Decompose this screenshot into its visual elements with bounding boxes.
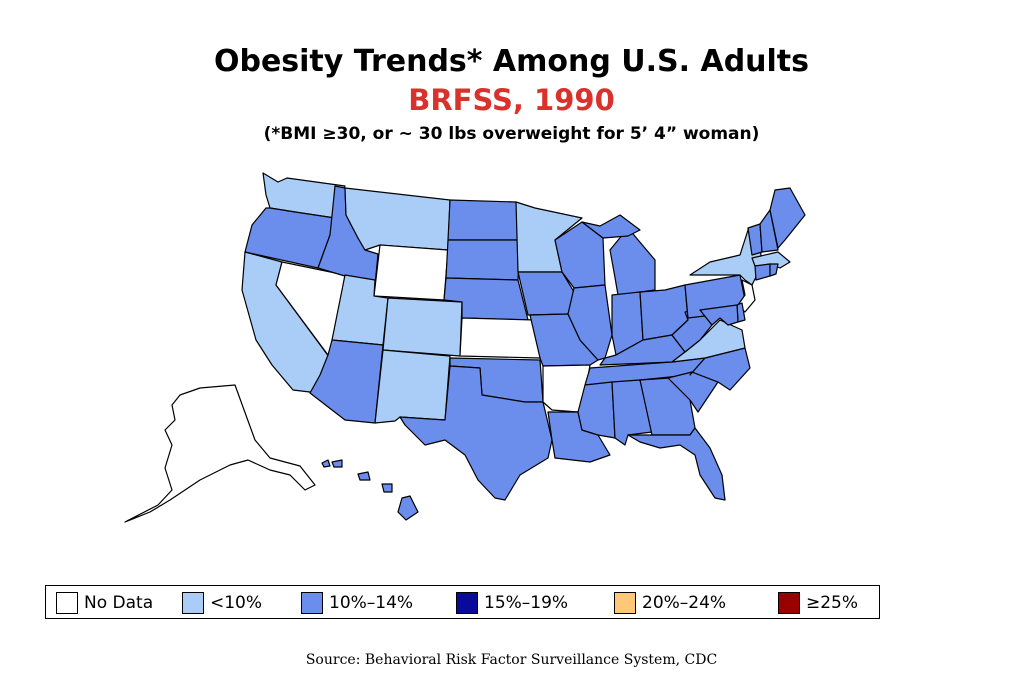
- legend-swatch-15to19: [456, 592, 478, 614]
- state-MI-UP: [581, 214, 641, 239]
- legend-item-no-data: No Data: [56, 592, 153, 614]
- legend-label: <10%: [210, 593, 263, 613]
- state-HI-5: [397, 495, 419, 521]
- state-RI: [769, 263, 779, 277]
- legend-swatch-no-data: [56, 592, 78, 614]
- state-SD: [445, 239, 521, 281]
- legend-label: No Data: [84, 593, 154, 613]
- state-MD: [699, 304, 739, 326]
- state-MT: [344, 187, 451, 251]
- legend: No Data <10% 10%–14% 15%–19% 20%–24% ≥25…: [45, 585, 880, 619]
- state-NH: [759, 209, 779, 253]
- bmi-note: (*BMI ≥30, or ~ 30 lbs overweight for 5’…: [263, 124, 760, 144]
- map-title: Obesity Trends* Among U.S. Adults: [213, 44, 810, 79]
- state-HI-2: [331, 459, 343, 468]
- state-HI-4: [381, 483, 393, 493]
- state-KS: [459, 317, 541, 359]
- legend-label: 10%–14%: [329, 593, 414, 613]
- state-CT: [754, 263, 771, 281]
- legend-swatch-ge25: [778, 592, 800, 614]
- state-NM: [374, 349, 451, 424]
- legend-swatch-20to24: [614, 592, 636, 614]
- legend-label: ≥25%: [806, 593, 859, 613]
- state-AK: [124, 384, 316, 523]
- state-HI-3: [357, 471, 371, 481]
- source-caption: Source: Behavioral Risk Factor Surveilla…: [305, 652, 718, 668]
- state-SC: [667, 371, 719, 413]
- state-IA: [517, 271, 575, 316]
- state-IL: [567, 284, 613, 361]
- legend-item-lt10: <10%: [182, 592, 262, 614]
- legend-item-20to24: 20%–24%: [614, 592, 726, 614]
- state-HI-1: [321, 459, 331, 468]
- state-TX: [399, 365, 553, 501]
- state-WY: [373, 244, 449, 301]
- legend-swatch-10to14: [301, 592, 323, 614]
- legend-label: 20%–24%: [642, 593, 727, 613]
- map-subtitle: BRFSS, 1990: [408, 83, 615, 117]
- legend-item-10to14: 10%–14%: [301, 592, 413, 614]
- state-MI: [609, 227, 656, 296]
- state-ND: [447, 199, 521, 241]
- legend-label: 15%–19%: [484, 593, 569, 613]
- legend-item-ge25: ≥25%: [778, 592, 858, 614]
- legend-item-15to19: 15%–19%: [456, 592, 568, 614]
- state-FL: [627, 427, 726, 501]
- state-CO: [382, 297, 463, 357]
- state-MS: [577, 381, 616, 439]
- state-ME: [769, 187, 806, 249]
- legend-swatch-lt10: [182, 592, 204, 614]
